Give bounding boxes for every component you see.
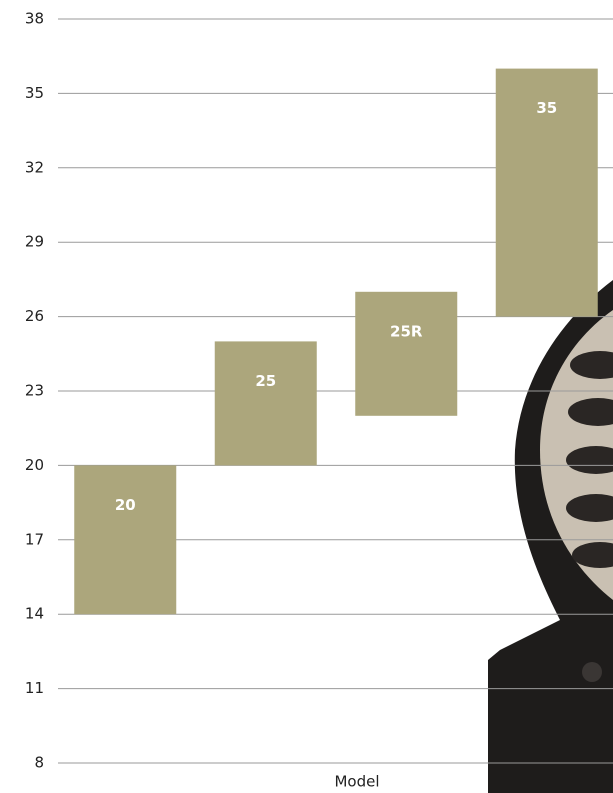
bar [74, 465, 177, 615]
y-tick-label: 26 [25, 307, 44, 325]
bar-label: 20 [115, 496, 136, 514]
y-tick-label: 11 [25, 679, 44, 697]
y-tick-label: 17 [25, 530, 44, 548]
bar [355, 291, 458, 416]
y-tick-label: 23 [25, 382, 44, 400]
y-tick-label: 20 [25, 456, 44, 474]
bar-label: 35 [536, 99, 557, 117]
bar-label: 25 [255, 372, 276, 390]
bar [214, 341, 317, 466]
bar [495, 68, 598, 317]
y-tick-label: 14 [25, 605, 44, 623]
y-tick-label: 32 [25, 158, 44, 176]
y-tick-label: 8 [34, 754, 44, 772]
y-tick-label: 35 [25, 84, 44, 102]
y-tick-label: 29 [25, 233, 44, 251]
product-image [488, 280, 613, 793]
bar-label: 25R [390, 322, 423, 340]
x-axis-label: Model [334, 773, 379, 791]
y-tick-label: 38 [25, 10, 44, 28]
